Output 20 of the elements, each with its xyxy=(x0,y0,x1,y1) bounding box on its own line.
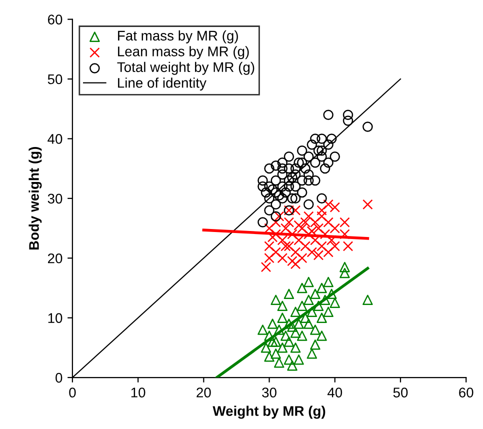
x-tick-label: 50 xyxy=(393,388,408,398)
x-tick-label: 30 xyxy=(262,388,276,398)
legend-label: Total weight by MR (g) xyxy=(117,62,254,75)
y-tick-label: 10 xyxy=(48,313,62,323)
legend-label: Lean mass by MR (g) xyxy=(118,46,249,60)
x-tick-label: 40 xyxy=(327,388,342,398)
y-tick-label: 40 xyxy=(48,134,62,144)
x-tick-label: 0 xyxy=(69,388,76,398)
x-tick-label: 10 xyxy=(131,388,146,398)
y-axis-title: Body weight (g) xyxy=(28,147,42,250)
legend-label: Line of identity xyxy=(118,78,206,91)
y-tick-label: 50 xyxy=(48,74,62,84)
x-axis-title: Weight by MR (g) xyxy=(212,406,326,419)
legend-label: Fat mass by MR (g) xyxy=(118,30,238,44)
x-tick-label: 20 xyxy=(196,388,211,398)
x-tick-label: 60 xyxy=(459,388,474,398)
y-tick-label: 30 xyxy=(48,194,62,204)
y-tick-label: 60 xyxy=(48,14,62,24)
y-tick-label: 0 xyxy=(56,372,62,383)
y-tick-label: 20 xyxy=(48,253,62,264)
